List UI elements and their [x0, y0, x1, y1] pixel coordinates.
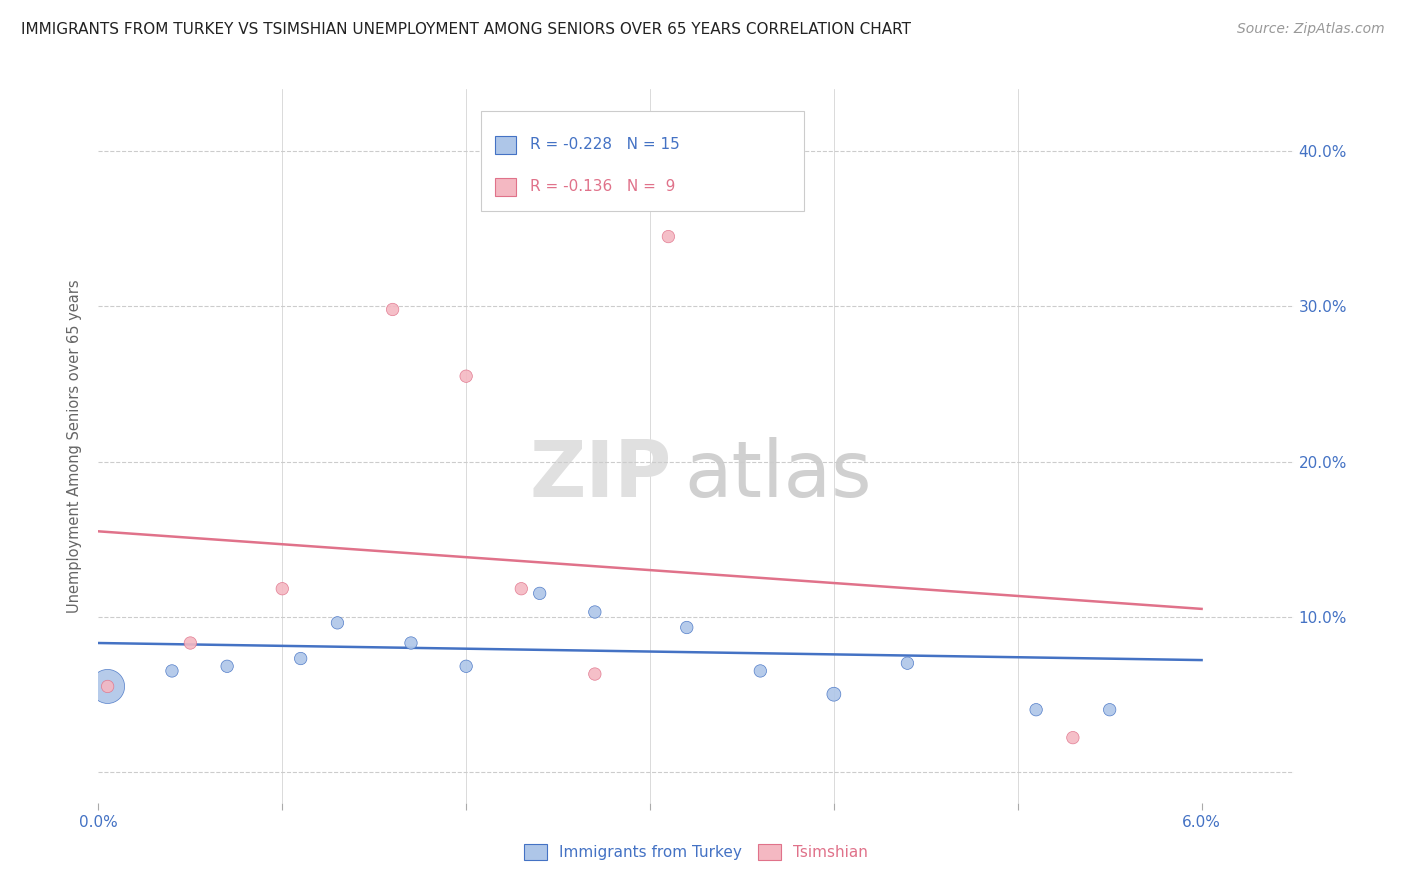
Text: Source: ZipAtlas.com: Source: ZipAtlas.com	[1237, 22, 1385, 37]
Point	[823, 687, 845, 701]
Point	[896, 656, 918, 670]
Point	[381, 302, 404, 317]
Point	[1062, 731, 1084, 745]
Point	[1098, 703, 1121, 717]
Point	[179, 636, 201, 650]
Point	[326, 615, 349, 630]
Bar	[495, 178, 516, 195]
Point	[529, 586, 551, 600]
Point	[290, 651, 312, 665]
Legend: Immigrants from Turkey, Tsimshian: Immigrants from Turkey, Tsimshian	[519, 838, 873, 866]
Text: ZIP: ZIP	[530, 436, 672, 513]
Point	[97, 680, 120, 694]
Point	[749, 664, 772, 678]
Bar	[495, 136, 516, 153]
Point	[456, 659, 478, 673]
Point	[1025, 703, 1047, 717]
Text: atlas: atlas	[685, 436, 872, 513]
Point	[217, 659, 239, 673]
Point	[399, 636, 422, 650]
Point	[97, 680, 120, 694]
Point	[160, 664, 183, 678]
Text: R = -0.228   N = 15: R = -0.228 N = 15	[530, 137, 681, 153]
Point	[675, 620, 697, 634]
Point	[510, 582, 533, 596]
Y-axis label: Unemployment Among Seniors over 65 years: Unemployment Among Seniors over 65 years	[67, 279, 83, 613]
Bar	[481, 111, 804, 211]
Text: IMMIGRANTS FROM TURKEY VS TSIMSHIAN UNEMPLOYMENT AMONG SENIORS OVER 65 YEARS COR: IMMIGRANTS FROM TURKEY VS TSIMSHIAN UNEM…	[21, 22, 911, 37]
Point	[657, 229, 679, 244]
Text: R = -0.136   N =  9: R = -0.136 N = 9	[530, 179, 676, 194]
Point	[583, 605, 606, 619]
Point	[583, 667, 606, 681]
Point	[271, 582, 294, 596]
Point	[456, 369, 478, 384]
